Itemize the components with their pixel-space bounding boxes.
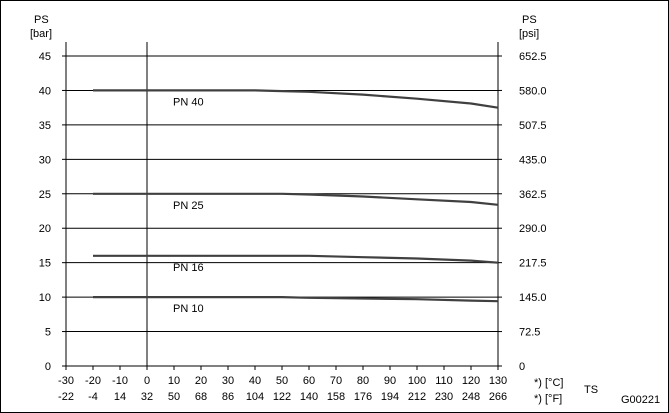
x-fahrenheit-label-0: -22 [58, 391, 74, 403]
right-axis-unit: [psi] [519, 28, 539, 40]
left-tick-label-10: 10 [39, 292, 51, 304]
x-celsius-label-10: 70 [330, 375, 342, 387]
x-axis-title: TS [584, 384, 598, 396]
series-labels: PN 40 PN 25 PN 16 PN 10 [173, 96, 204, 315]
x-fahrenheit-label-1: -4 [88, 391, 98, 403]
x-celsius-label-9: 60 [303, 375, 315, 387]
x-fahrenheit-label-14: 230 [435, 391, 453, 403]
right-tick-label-5: 362.5 [519, 189, 547, 201]
x-celsius-label-7: 40 [249, 375, 261, 387]
series-label-pn-10: PN 10 [173, 303, 204, 315]
left-tick-label-15: 15 [39, 258, 51, 270]
x-celsius-label-14: 110 [435, 375, 453, 387]
left-tick-label-0: 0 [45, 361, 51, 373]
x-axis-fahrenheit-unit: *) [°F] [534, 393, 562, 405]
x-fahrenheit-label-9: 140 [300, 391, 318, 403]
series-line-pn-25 [93, 192, 499, 206]
x-axis-celsius-unit: *) [°C] [534, 377, 563, 389]
right-axis-tick-labels: 0 72.5 145.0 217.5 290.0 362.5 435.0 507.5 580.0… [519, 51, 547, 373]
x-fahrenheit-label-2: 14 [114, 391, 126, 403]
right-tick-label-8: 580.0 [519, 85, 547, 97]
x-fahrenheit-label-5: 68 [195, 391, 207, 403]
series-lines [93, 89, 499, 303]
x-celsius-label-8: 50 [276, 375, 288, 387]
x-fahrenheit-label-11: 176 [354, 391, 372, 403]
x-axis-fahrenheit-tick-labels: -22 -4 14 32 50 68 86 104 122 140 158 176 194 212 230 2… [58, 391, 507, 403]
series-label-pn-40: PN 40 [173, 96, 204, 108]
right-tick-label-4: 290.0 [519, 223, 547, 235]
left-tick-label-25: 25 [39, 189, 51, 201]
x-fahrenheit-label-4: 50 [168, 391, 180, 403]
x-celsius-label-12: 90 [384, 375, 396, 387]
x-celsius-label-5: 20 [195, 375, 207, 387]
series-label-pn-16: PN 16 [173, 262, 204, 274]
left-tick-label-20: 20 [39, 223, 51, 235]
x-fahrenheit-label-8: 122 [273, 391, 291, 403]
right-tick-label-2: 145.0 [519, 292, 547, 304]
x-celsius-label-11: 80 [357, 375, 369, 387]
x-celsius-label-1: -20 [85, 375, 101, 387]
x-axis-celsius-tick-labels: -30 -20 -10 0 10 20 30 40 50 60 70 80 90 100 110 120 130 [58, 375, 507, 387]
left-axis-tick-labels: 0 5 10 15 20 25 30 35 40 45 [39, 51, 51, 373]
x-fahrenheit-label-7: 104 [246, 391, 264, 403]
x-celsius-label-13: 100 [408, 375, 426, 387]
left-tick-label-45: 45 [39, 51, 51, 63]
left-tick-label-30: 30 [39, 154, 51, 166]
right-tick-label-3: 217.5 [519, 258, 547, 270]
series-line-pn-10 [93, 296, 499, 303]
x-celsius-label-3: 0 [144, 375, 150, 387]
x-celsius-label-15: 120 [462, 375, 480, 387]
series-label-pn-25: PN 25 [173, 200, 204, 212]
left-tick-label-35: 35 [39, 120, 51, 132]
right-axis-title: PS [522, 14, 537, 26]
right-tick-label-9: 652.5 [519, 51, 547, 63]
x-fahrenheit-label-16: 266 [489, 391, 507, 403]
x-fahrenheit-label-10: 158 [327, 391, 345, 403]
series-line-pn-16 [93, 254, 499, 264]
x-fahrenheit-label-15: 248 [462, 391, 480, 403]
x-fahrenheit-label-12: 194 [381, 391, 399, 403]
x-celsius-label-6: 30 [222, 375, 234, 387]
x-fahrenheit-label-3: 32 [141, 391, 153, 403]
left-tick-label-40: 40 [39, 85, 51, 97]
x-celsius-label-0: -30 [58, 375, 74, 387]
x-celsius-label-4: 10 [168, 375, 180, 387]
left-axis-title: PS [34, 14, 49, 26]
x-fahrenheit-label-13: 212 [408, 391, 426, 403]
right-tick-label-1: 72.5 [519, 327, 540, 339]
right-tick-label-6: 435.0 [519, 154, 547, 166]
figure-code: G00221 [621, 394, 660, 406]
x-fahrenheit-label-6: 86 [222, 391, 234, 403]
x-celsius-label-2: -10 [112, 375, 128, 387]
right-tick-label-7: 507.5 [519, 120, 547, 132]
left-axis-unit: [bar] [30, 28, 52, 40]
series-line-pn-40 [93, 89, 499, 109]
right-tick-label-0: 0 [519, 361, 525, 373]
x-celsius-label-16: 130 [489, 375, 507, 387]
left-tick-label-5: 5 [45, 327, 51, 339]
